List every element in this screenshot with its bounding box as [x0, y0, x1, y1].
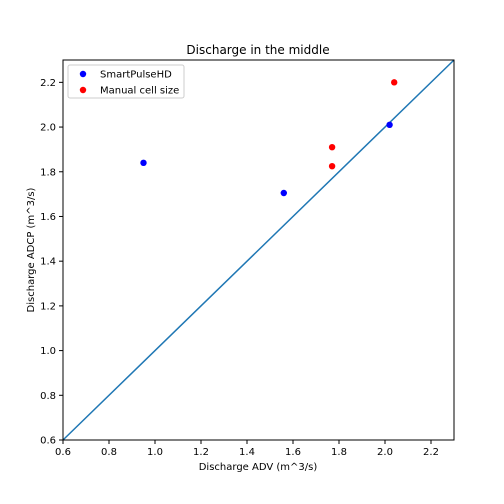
- plot-area: [62, 59, 455, 441]
- y-axis: 0.6 0.8 1.0 1.2 1.4 1.6 1.8 2.0 2.2: [40, 78, 63, 447]
- legend-marker: [79, 70, 87, 78]
- x-tick-label: 1.4: [239, 447, 255, 458]
- y-tick-label: 1.6: [40, 212, 56, 223]
- data-point-series-1: [391, 79, 398, 86]
- legend-marker: [79, 86, 87, 94]
- x-axis: 0.6 0.8 1.0 1.2 1.4 1.6 1.8 2.0 2.2: [55, 440, 439, 458]
- x-tick-label: 1.2: [193, 447, 209, 458]
- y-tick-label: 1.4: [40, 257, 56, 268]
- y-axis-label: Discharge ADCP (m^3/s): [26, 187, 37, 312]
- y-tick-label: 1.0: [40, 346, 56, 357]
- legend-frame: [67, 64, 185, 99]
- legend-label: Manual cell size: [100, 86, 179, 97]
- plot-frame: [62, 59, 455, 441]
- data-point-series-0: [386, 121, 393, 129]
- x-tick-label: 2.2: [423, 447, 439, 458]
- y-tick-label: 1.8: [40, 167, 56, 178]
- x-tick-label: 0.6: [55, 447, 71, 458]
- data-point-series-1: [328, 162, 336, 170]
- x-tick-label: 0.8: [101, 447, 117, 458]
- data-point-series-0: [280, 189, 287, 197]
- legend: SmartPulseHD Manual cell size: [67, 64, 185, 99]
- y-tick-label: 0.8: [40, 391, 56, 402]
- x-tick-label: 1.6: [285, 447, 301, 458]
- x-axis-label: Discharge ADV (m^3/s): [199, 462, 318, 473]
- data-point-series-0: [140, 159, 147, 167]
- data-point-series-1: [328, 143, 336, 151]
- y-tick-label: 0.6: [40, 436, 56, 447]
- x-tick-label: 1.8: [331, 447, 347, 458]
- x-tick-label: 2.0: [377, 447, 393, 458]
- chart-title: Discharge in the middle: [186, 43, 329, 57]
- reference-line: [62, 59, 455, 441]
- y-tick-label: 1.2: [40, 301, 56, 312]
- y-tick-label: 2.2: [40, 78, 56, 89]
- y-tick-label: 2.0: [40, 123, 56, 134]
- legend-label: SmartPulseHD: [100, 70, 172, 81]
- data-points: [140, 79, 398, 197]
- x-tick-label: 1.0: [147, 447, 163, 458]
